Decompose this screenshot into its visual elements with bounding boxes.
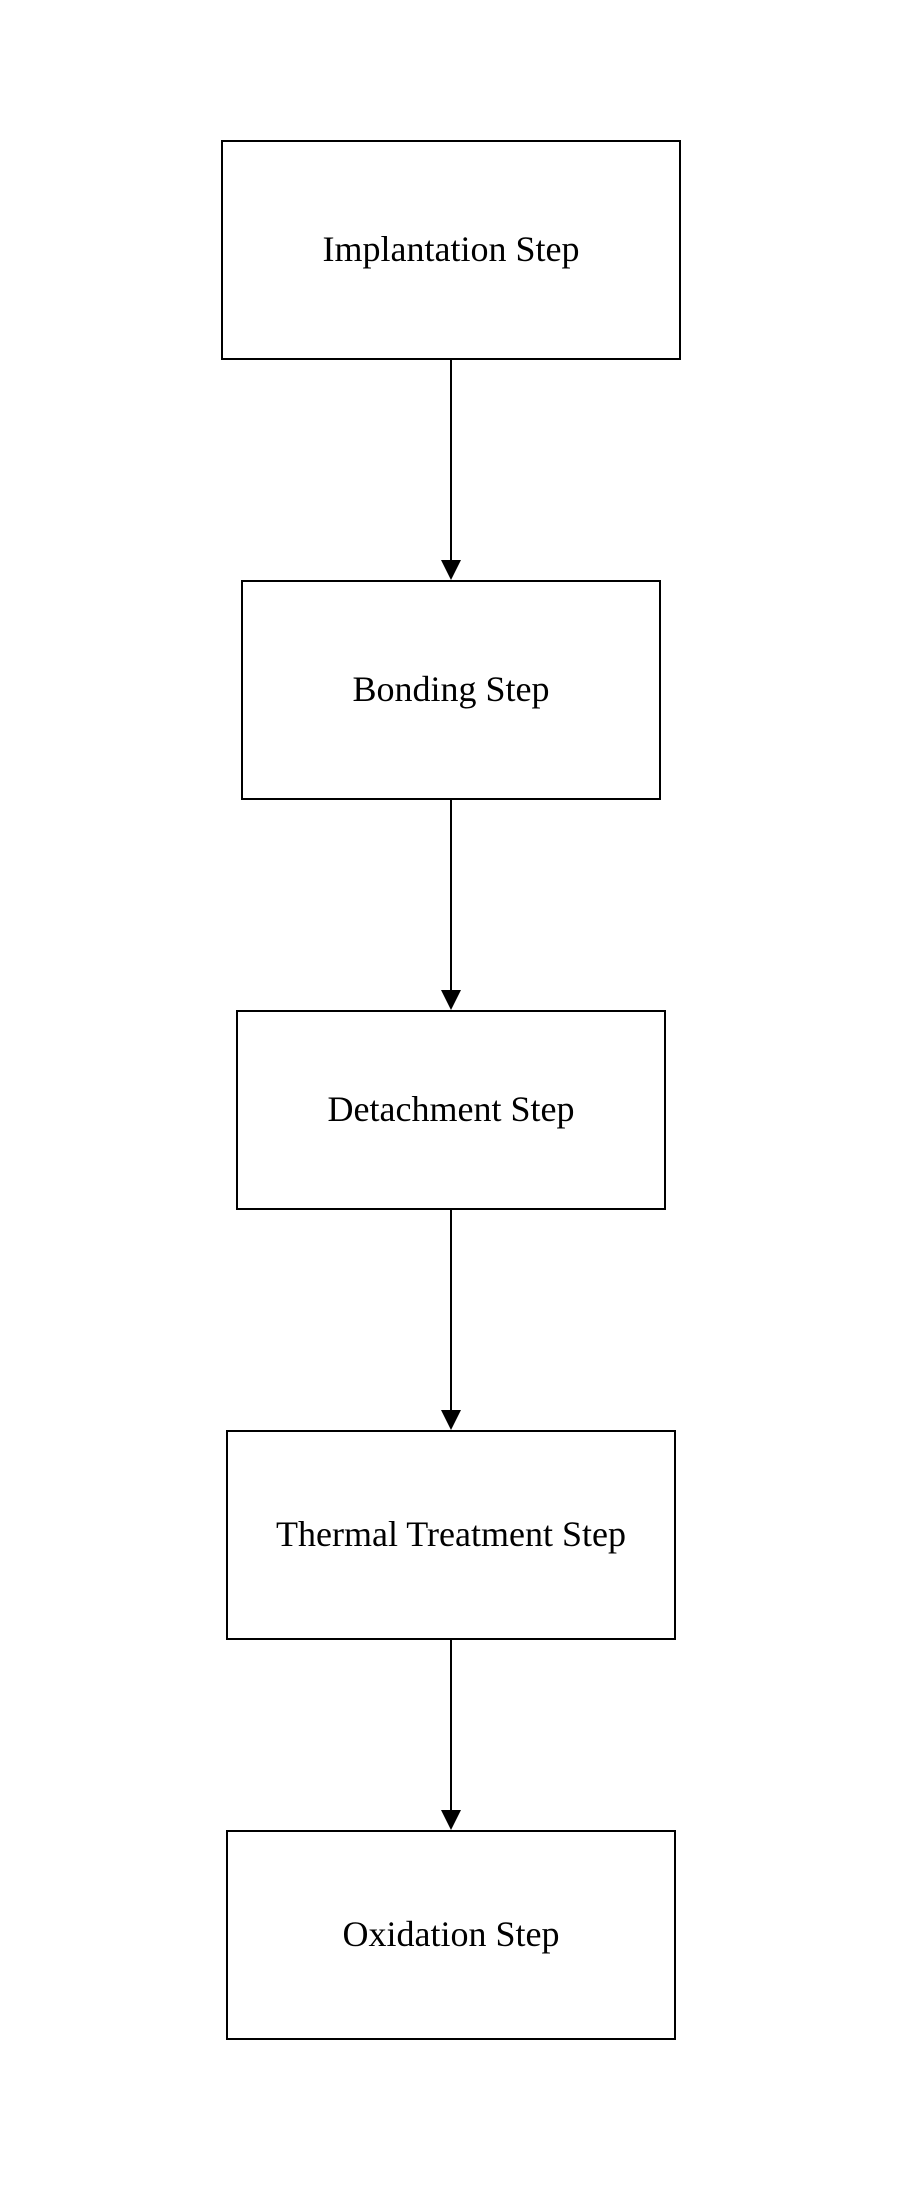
- flowchart-node-implantation: Implantation Step: [221, 140, 681, 360]
- flowchart-node-thermal: Thermal Treatment Step: [226, 1430, 676, 1640]
- node-label: Oxidation Step: [343, 1913, 560, 1956]
- flowchart-arrow: [441, 1640, 461, 1830]
- node-label: Bonding Step: [352, 668, 549, 711]
- flowchart-arrow: [441, 360, 461, 580]
- flowchart-arrow: [441, 800, 461, 1010]
- arrow-line: [450, 1640, 452, 1810]
- flowchart-arrow: [441, 1210, 461, 1430]
- flowchart-container: Implantation Step Bonding Step Detachmen…: [221, 140, 681, 2040]
- arrow-head-icon: [441, 1410, 461, 1430]
- node-label: Thermal Treatment Step: [276, 1513, 626, 1556]
- arrow-line: [450, 1210, 452, 1410]
- node-label: Implantation Step: [323, 228, 580, 271]
- arrow-line: [450, 360, 452, 560]
- flowchart-node-oxidation: Oxidation Step: [226, 1830, 676, 2040]
- arrow-head-icon: [441, 990, 461, 1010]
- arrow-line: [450, 800, 452, 990]
- node-label: Detachment Step: [328, 1088, 575, 1131]
- flowchart-node-detachment: Detachment Step: [236, 1010, 666, 1210]
- arrow-head-icon: [441, 1810, 461, 1830]
- flowchart-node-bonding: Bonding Step: [241, 580, 661, 800]
- arrow-head-icon: [441, 560, 461, 580]
